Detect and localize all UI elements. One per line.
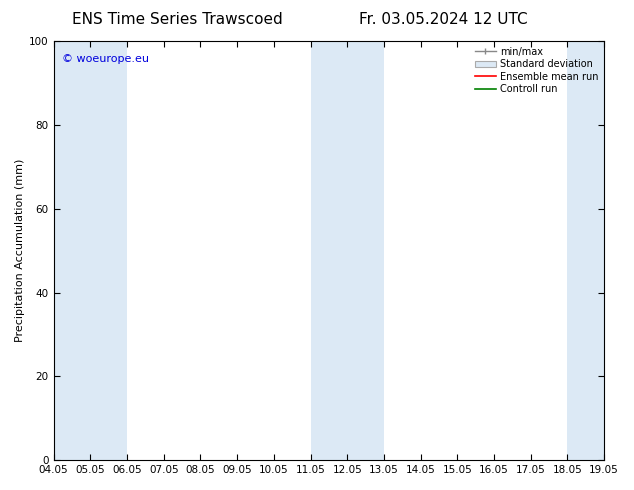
Bar (567, 41, 604, 460)
Text: Fr. 03.05.2024 12 UTC: Fr. 03.05.2024 12 UTC (359, 12, 528, 27)
Bar (311, 41, 384, 460)
Y-axis label: Precipitation Accumulation (mm): Precipitation Accumulation (mm) (15, 159, 25, 343)
Legend: min/max, Standard deviation, Ensemble mean run, Controll run: min/max, Standard deviation, Ensemble me… (472, 44, 601, 97)
Text: © woeurope.eu: © woeurope.eu (62, 53, 149, 64)
Bar (54, 41, 127, 460)
Text: ENS Time Series Trawscoed: ENS Time Series Trawscoed (72, 12, 283, 27)
